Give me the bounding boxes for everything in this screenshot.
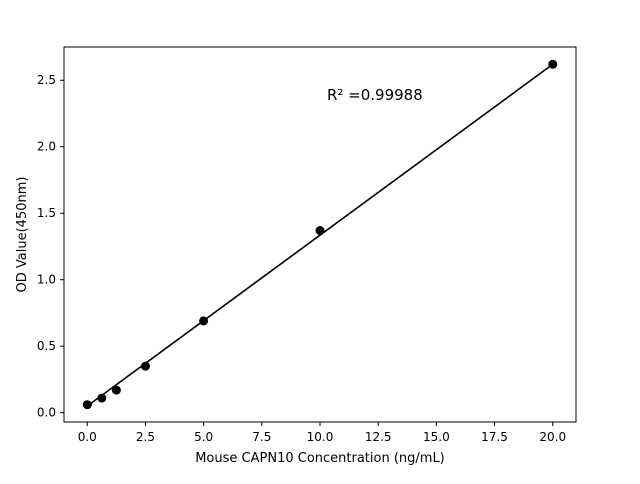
- y-tick-label: 2.0: [37, 140, 56, 154]
- x-tick-label: 0.0: [78, 430, 97, 444]
- data-point: [111, 385, 121, 395]
- x-tick-label: 10.0: [307, 430, 334, 444]
- data-point: [199, 316, 209, 326]
- x-tick-label: 7.5: [252, 430, 271, 444]
- y-tick-label: 0.5: [37, 339, 56, 353]
- x-tick-label: 12.5: [365, 430, 392, 444]
- y-tick-label: 1.5: [37, 206, 56, 220]
- x-tick-label: 5.0: [194, 430, 213, 444]
- x-tick-label: 17.5: [481, 430, 508, 444]
- x-tick-label: 20.0: [539, 430, 566, 444]
- data-point: [548, 59, 558, 69]
- y-tick-label: 1.0: [37, 273, 56, 287]
- y-axis-label: OD Value(450nm): [15, 177, 30, 293]
- fit-line: [86, 63, 554, 407]
- data-point: [97, 393, 107, 403]
- r-squared-annotation: R² =0.99988: [327, 86, 423, 104]
- x-axis-label: Mouse CAPN10 Concentration (ng/mL): [195, 451, 445, 466]
- y-tick-label: 2.5: [37, 73, 56, 87]
- y-tick-label: 0.0: [37, 406, 56, 420]
- data-point: [82, 400, 92, 410]
- data-point: [140, 361, 150, 371]
- data-point: [315, 226, 325, 236]
- x-tick-label: 15.0: [423, 430, 450, 444]
- x-tick-label: 2.5: [136, 430, 155, 444]
